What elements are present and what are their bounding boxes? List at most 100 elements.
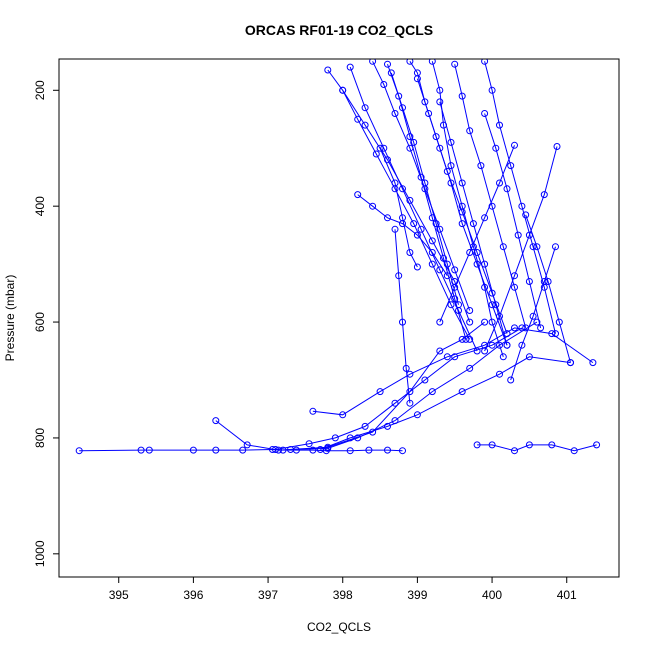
data-point — [384, 446, 391, 454]
series-line-22 — [484, 113, 542, 329]
data-point — [410, 220, 418, 228]
data-point — [440, 254, 447, 262]
y-tick-label: 1000 — [33, 540, 47, 567]
data-point — [473, 441, 481, 449]
data-point — [533, 318, 541, 326]
data-point — [443, 167, 451, 175]
data-point — [365, 446, 373, 454]
data-point — [481, 59, 489, 65]
y-tick-label: 600 — [33, 312, 47, 332]
data-point — [137, 446, 145, 454]
data-point — [511, 283, 518, 291]
series-line-7 — [477, 444, 597, 452]
data-point — [488, 318, 496, 326]
x-tick-label: 399 — [407, 588, 427, 602]
plot-series-group — [75, 59, 601, 455]
data-point — [593, 441, 601, 449]
data-point — [239, 446, 247, 454]
data-point — [413, 75, 421, 83]
data-point — [399, 185, 406, 193]
data-point — [553, 143, 561, 150]
data-point — [305, 440, 313, 448]
data-point — [380, 81, 388, 88]
series-line-8 — [431, 61, 504, 357]
data-point — [481, 347, 489, 355]
data-point — [525, 441, 533, 449]
data-point — [399, 318, 406, 326]
data-point — [387, 69, 395, 77]
data-point — [395, 92, 403, 100]
data-point — [589, 359, 597, 367]
chart-title: ORCAS RF01-19 CO2_QCLS — [245, 22, 433, 38]
data-point — [410, 138, 418, 146]
data-point — [346, 63, 354, 71]
data-point — [212, 417, 220, 425]
data-point — [324, 444, 332, 452]
series-line-5 — [312, 327, 594, 416]
x-axis: 395 396 397 398 399 400 401 — [109, 577, 577, 602]
data-point — [432, 133, 440, 141]
data-point — [413, 263, 421, 271]
x-axis-label: CO2_QCLS — [307, 620, 371, 634]
data-point — [466, 127, 474, 135]
data-point — [436, 266, 444, 274]
data-point — [421, 179, 429, 187]
series-line-6 — [320, 356, 571, 450]
data-point — [421, 98, 429, 106]
data-point — [447, 301, 455, 309]
data-point — [384, 156, 391, 164]
data-point — [503, 185, 511, 193]
series-line-19 — [439, 145, 515, 323]
data-point — [496, 121, 503, 129]
data-point — [354, 115, 362, 123]
data-point — [447, 138, 455, 146]
data-point — [458, 92, 466, 100]
series-line-27 — [394, 229, 411, 404]
data-point — [436, 98, 444, 106]
data-point — [421, 376, 429, 384]
data-point — [525, 278, 533, 285]
data-point — [548, 330, 556, 338]
series-line-20 — [484, 146, 558, 352]
data-point — [75, 447, 83, 455]
data-point — [406, 388, 414, 396]
data-point — [529, 312, 537, 320]
data-point — [436, 144, 444, 152]
series-line-17 — [357, 194, 448, 276]
data-point — [518, 341, 526, 349]
data-point — [511, 447, 518, 455]
data-point — [451, 353, 459, 361]
data-point — [369, 202, 377, 210]
data-point — [481, 110, 489, 117]
data-point — [346, 447, 354, 455]
data-point — [287, 446, 294, 453]
data-point — [499, 243, 507, 251]
series-line-9 — [372, 61, 471, 311]
data-point — [361, 121, 369, 129]
data-point — [488, 441, 496, 449]
data-point — [447, 162, 455, 170]
data-point — [331, 434, 339, 442]
data-point — [399, 104, 406, 112]
data-point — [466, 249, 474, 256]
data-point — [406, 249, 414, 256]
data-point — [458, 335, 466, 343]
data-point — [492, 144, 500, 152]
y-axis-label: Pressure (mbar) — [3, 275, 17, 362]
x-tick-label: 395 — [109, 588, 129, 602]
data-point — [428, 260, 436, 268]
data-point — [428, 237, 436, 245]
data-point — [481, 318, 489, 326]
data-point — [529, 243, 537, 251]
plot-frame — [58, 58, 620, 578]
series-line-18 — [379, 148, 418, 268]
data-point — [499, 353, 507, 361]
series-line-26 — [510, 246, 556, 381]
data-point — [488, 301, 496, 309]
data-point — [451, 295, 459, 303]
data-point — [406, 133, 414, 141]
data-point — [316, 446, 324, 453]
x-tick-label: 396 — [183, 588, 203, 602]
series-line-16 — [416, 78, 508, 346]
data-point — [428, 59, 436, 65]
